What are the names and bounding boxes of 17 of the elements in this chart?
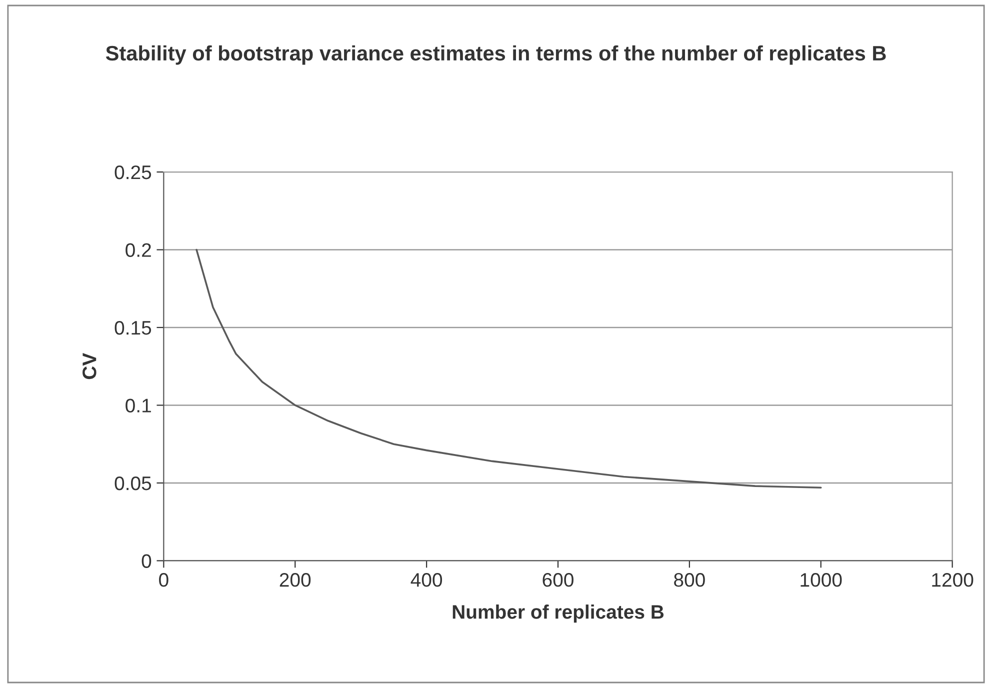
x-tick-label: 600: [542, 573, 574, 587]
x-tick-label: 200: [280, 573, 311, 587]
y-tick-label: 0.15: [114, 320, 152, 335]
line-series: [196, 248, 822, 489]
x-tick-label: 0: [159, 573, 168, 587]
y-tick-label: 0.05: [114, 476, 152, 490]
x-tick-label: 1000: [800, 573, 842, 587]
y-axis-title: CV: [82, 352, 96, 380]
x-tick-label: 1200: [932, 573, 974, 587]
chart-title: Stability of bootstrap variance estimates in terms of the number of replicates B: [106, 45, 886, 65]
y-tick-label: 0.25: [114, 165, 152, 180]
x-tick-label: 800: [674, 573, 705, 587]
y-tick-label: 0.2: [126, 243, 151, 257]
x-tick-label: 400: [410, 573, 442, 587]
y-tick-label: 0.1: [126, 398, 151, 412]
y-tick-label: 0: [142, 554, 152, 568]
x-axis-title: Number of replicates B: [452, 604, 664, 623]
